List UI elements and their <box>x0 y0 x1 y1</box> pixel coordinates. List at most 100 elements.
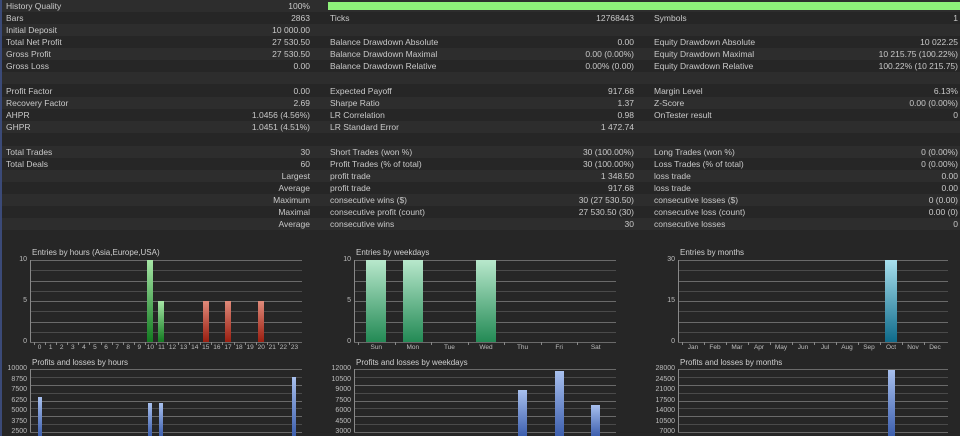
x-tick-label: Jan <box>687 344 699 351</box>
stat-value: 0.00 <box>293 86 310 96</box>
gridline <box>354 377 616 378</box>
stat-label: Balance Drawdown Relative <box>330 61 437 71</box>
x-tick <box>89 342 91 345</box>
stats-row: Maximal consecutive profit (count) 27 530.… <box>2 206 960 218</box>
y-tick-label: 0 <box>671 338 675 345</box>
stat-value: 1 348.50 <box>600 171 634 181</box>
stat-label: Long Trades (won %) <box>654 147 735 157</box>
stat-value <box>802 72 958 84</box>
x-tick <box>178 342 180 345</box>
x-tick-label: Wed <box>479 344 493 351</box>
stat-label: Initial Deposit <box>6 25 58 35</box>
chart-bar <box>887 370 895 436</box>
chart-bar <box>147 260 154 342</box>
stat-label: Profit Trades (% of total) <box>330 159 422 169</box>
chart-bar <box>366 260 387 342</box>
stat-value: 10 022.25 <box>920 37 958 47</box>
history-quality-bar <box>328 2 960 10</box>
gridline <box>30 377 302 378</box>
x-tick <box>858 342 859 345</box>
chart-title: Profits and losses by months <box>680 358 783 367</box>
stat-label: Gross Loss <box>6 61 49 71</box>
x-tick-label: 9 <box>137 344 142 351</box>
x-tick <box>34 342 35 345</box>
y-tick-label: 5 <box>347 297 351 304</box>
chart-bar <box>158 301 165 342</box>
x-tick <box>111 342 113 345</box>
x-tick <box>704 342 705 345</box>
x-tick <box>133 342 135 345</box>
x-tick-label: 7 <box>115 344 119 351</box>
gridline <box>678 291 948 292</box>
stats-row: Initial Deposit 10 000.00 <box>2 24 960 36</box>
x-tick-label: 8 <box>126 344 131 351</box>
x-tick-label: Mon <box>406 344 420 351</box>
x-tick <box>155 342 157 345</box>
x-tick <box>233 342 235 345</box>
x-tick-label: 0 <box>37 344 42 351</box>
y-tick-label: 7500 <box>11 386 27 393</box>
gridline <box>30 401 302 402</box>
gridline <box>678 401 948 402</box>
gridline <box>30 332 302 333</box>
chart-bar <box>148 402 153 436</box>
stat-value: Maximal <box>278 207 310 217</box>
chart-bar <box>258 301 265 342</box>
stats-row: Profit Factor 0.00 Expected Payoff 917.68 Ma… <box>2 85 960 97</box>
x-tick-label: 18 <box>235 344 243 351</box>
x-tick <box>266 342 268 345</box>
x-tick-label: May <box>774 344 788 351</box>
x-tick <box>45 342 47 345</box>
stat-value: Average <box>278 219 310 229</box>
x-tick <box>100 342 102 345</box>
stat-value: Average <box>278 183 310 193</box>
x-tick-label: Sat <box>590 344 601 351</box>
y-tick-label: 2500 <box>11 428 27 435</box>
x-tick <box>244 342 246 345</box>
y-axis <box>354 369 355 432</box>
x-tick <box>167 342 168 345</box>
y-tick-label: 30 <box>667 256 675 263</box>
y-axis <box>678 369 679 432</box>
x-tick-label: 10 <box>146 344 154 351</box>
stat-label: Symbols <box>654 13 687 23</box>
stat-value: 2863 <box>291 13 310 23</box>
stat-label: Profit Factor <box>6 86 53 96</box>
stat-label: loss trade <box>654 171 691 181</box>
chart-bar <box>37 396 42 436</box>
gridline <box>30 270 302 271</box>
x-tick <box>189 342 191 345</box>
x-tick-label: 15 <box>202 344 210 351</box>
x-tick-label: 3 <box>70 344 75 351</box>
x-tick <box>277 342 279 345</box>
stats-row: Recovery Factor 2.69 Sharpe Ratio 1.37 Z-Sco… <box>2 97 960 109</box>
stats-row: Total Deals 60 Profit Trades (% of total) 3… <box>2 158 960 170</box>
y-tick-label: 28000 <box>655 365 675 372</box>
gridline <box>678 369 948 370</box>
x-tick-label: 21 <box>268 344 276 351</box>
stats-row <box>2 72 960 84</box>
stat-value: 0 (0.00) <box>928 195 958 205</box>
stat-value: 0.00 (0.00%) <box>909 98 958 108</box>
stat-label: LR Correlation <box>330 110 385 120</box>
x-tick-label: Oct <box>885 344 897 351</box>
stat-value: Maximum <box>273 195 310 205</box>
y-tick-label: 10500 <box>655 417 675 425</box>
y-tick-label: 10000 <box>7 365 27 372</box>
x-tick-label: 19 <box>246 344 254 351</box>
x-tick-label: 17 <box>224 344 232 351</box>
y-tick-label: 0 <box>347 338 351 345</box>
x-tick <box>200 342 202 345</box>
gridline <box>678 408 948 409</box>
history-quality-label: History Quality <box>6 1 62 11</box>
chart-title: Entries by hours (Asia,Europe,USA) <box>32 248 160 257</box>
stats-row-history-quality: History Quality 100% <box>2 0 960 12</box>
stats-row: Gross Loss 0.00 Balance Drawdown Relative 0… <box>2 60 960 72</box>
x-tick <box>78 342 80 345</box>
stats-row: Gross Profit 27 530.50 Balance Drawdown Ma… <box>2 48 960 60</box>
gridline <box>30 342 302 343</box>
stat-value: 10 000.00 <box>272 25 310 35</box>
x-tick <box>726 342 727 345</box>
stat-value <box>522 24 634 36</box>
gridline <box>678 270 948 271</box>
